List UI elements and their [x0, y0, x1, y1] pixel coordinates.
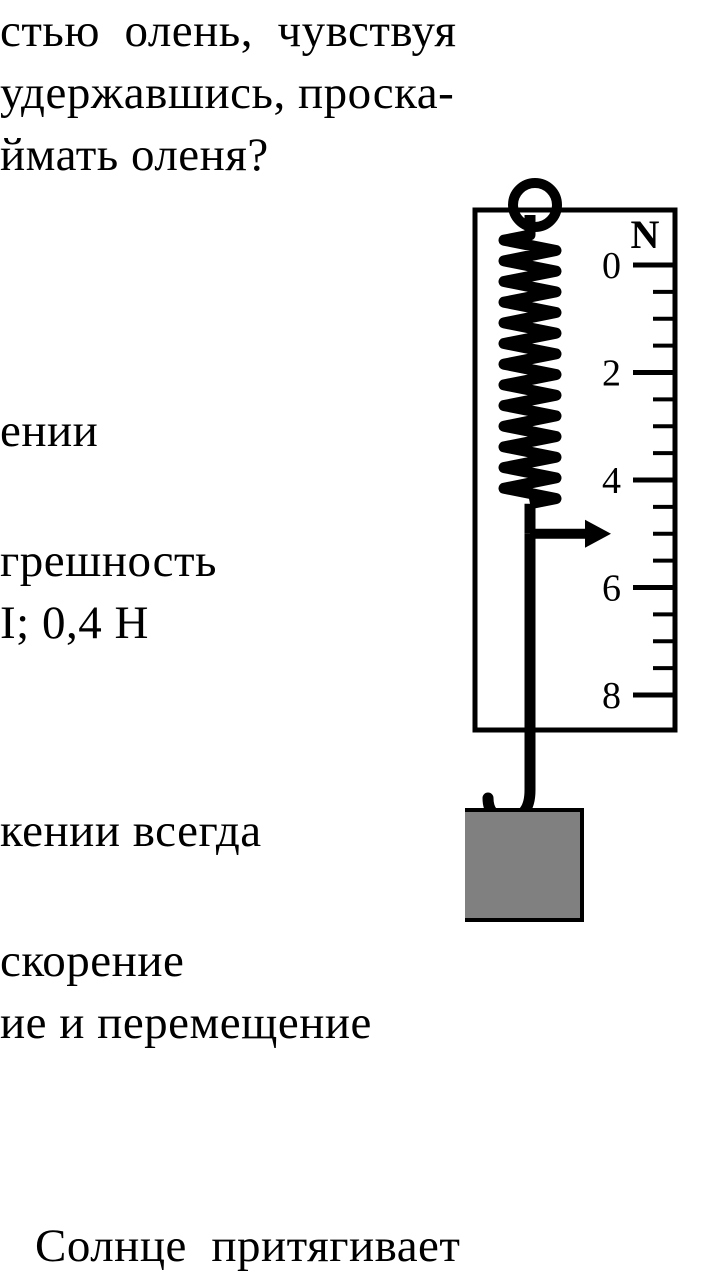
svg-text:8: 8 — [602, 675, 621, 717]
text-line-6: кении всегда — [0, 800, 262, 862]
dynamometer-diagram: N0 2 4 6 8 — [465, 170, 685, 935]
text-line-2: удержавшись, проска- — [0, 62, 454, 124]
svg-text:0: 0 — [602, 245, 621, 287]
text-line-5b: I; 0,4 Н — [0, 592, 149, 654]
text-line-4: ении — [0, 400, 98, 462]
svg-text:2: 2 — [602, 353, 621, 395]
dynamometer-svg: N0 2 4 6 8 — [465, 170, 685, 930]
text-line-8: Солнце притягивает — [35, 1215, 460, 1277]
text-line-7b: ие и перемещение — [0, 992, 372, 1054]
text-line-7a: скорение — [0, 930, 184, 992]
text-line-5a: грешность — [0, 530, 217, 592]
text-line-1: стью олень, чувствуя — [0, 0, 456, 62]
svg-text:N: N — [631, 212, 660, 257]
svg-text:6: 6 — [602, 568, 621, 610]
text-line-3: ймать оленя? — [0, 124, 269, 186]
svg-text:4: 4 — [602, 460, 621, 502]
